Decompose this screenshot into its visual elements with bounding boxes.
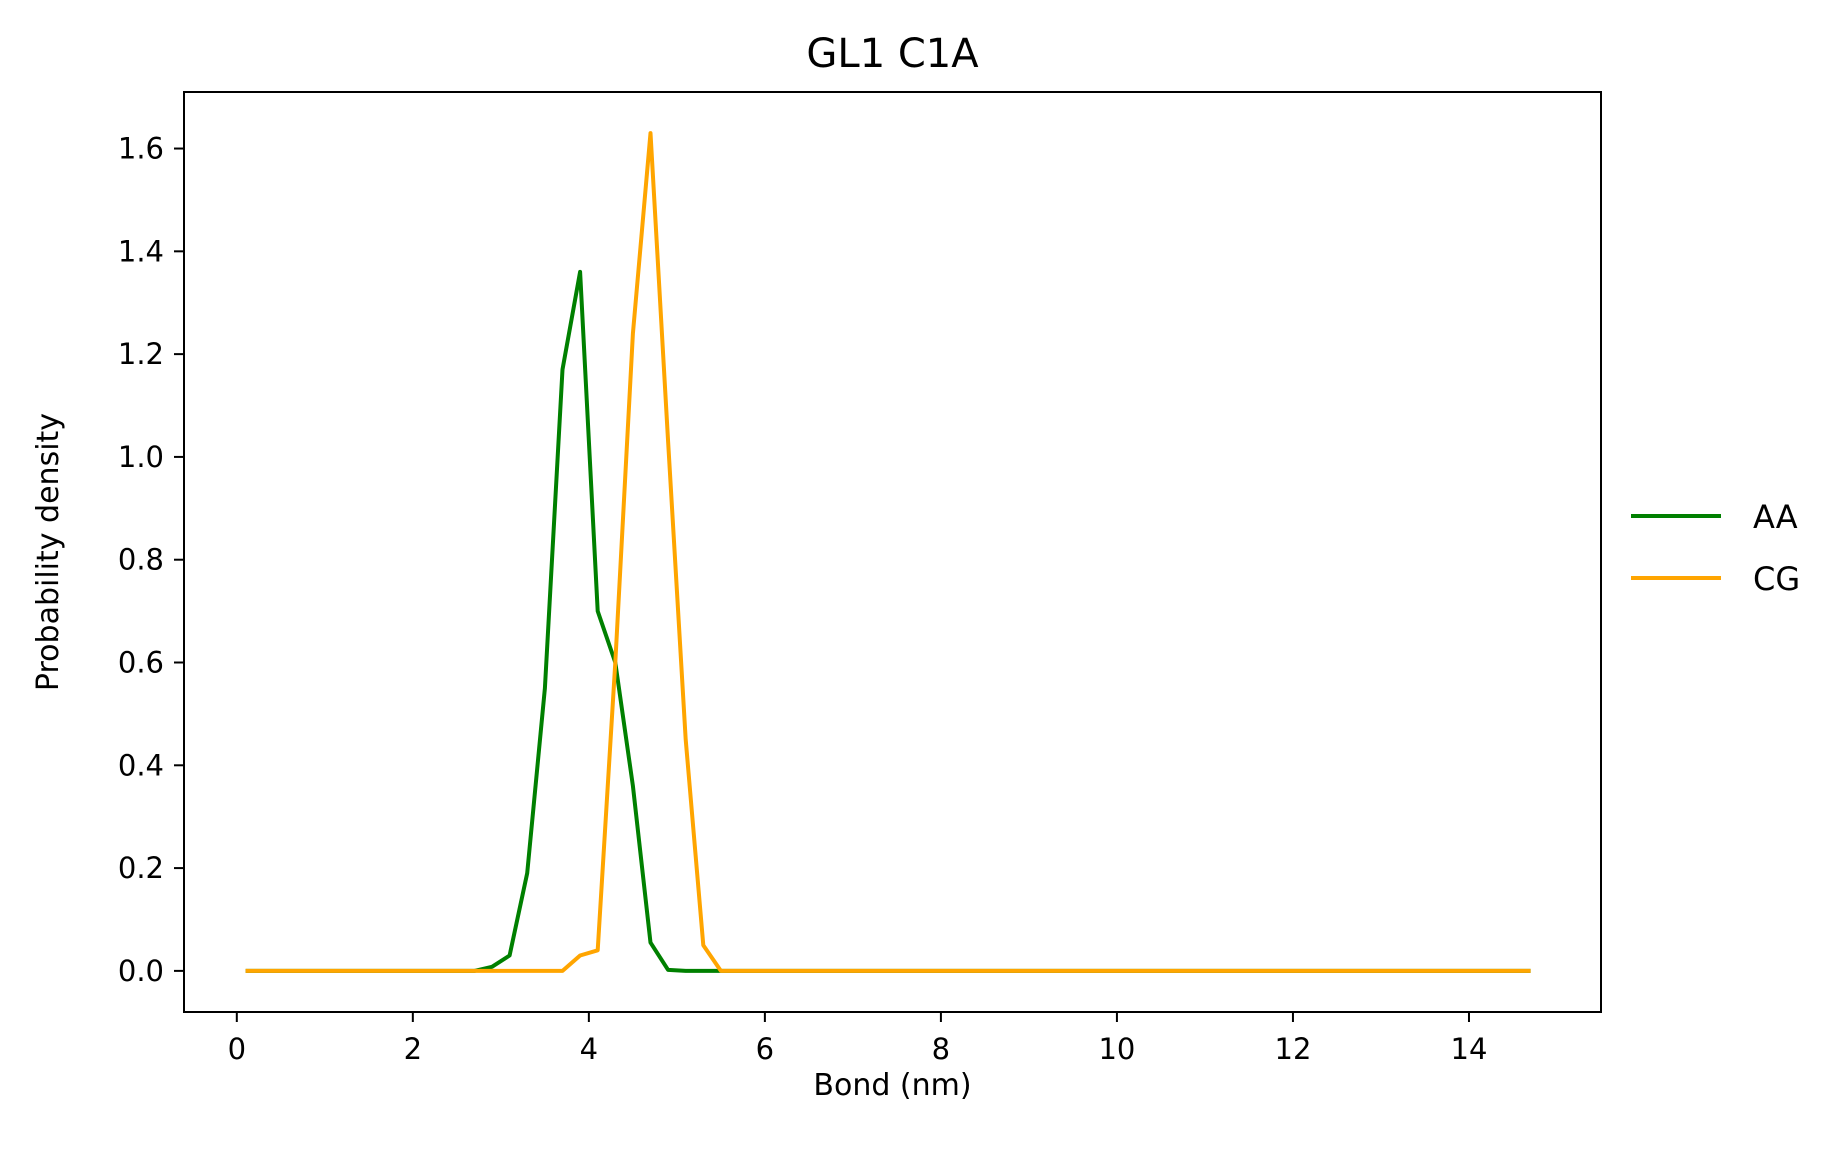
x-tick-label: 0 [228,1032,246,1066]
x-axis-label: Bond (nm) [813,1068,971,1103]
y-tick-label: 0.8 [118,543,164,577]
y-tick-label: 0.6 [118,646,164,680]
series-line-cg [245,131,1531,973]
y-tick-label: 0.4 [118,748,164,782]
x-tick-label: 2 [404,1032,422,1066]
series-layer [245,131,1531,973]
legend-label-cg: CG [1753,560,1800,598]
x-tick-label: 8 [932,1032,950,1066]
chart-title: GL1 C1A [806,31,979,77]
legend: AA CG [1631,498,1800,598]
y-axis-ticks: 0.0 0.2 0.4 0.6 0.8 1.0 1.2 1.4 1.6 [118,132,184,988]
y-tick-label: 0.2 [118,851,164,885]
y-tick-label: 1.0 [118,440,164,474]
y-tick-label: 1.6 [118,132,164,166]
plot-area [183,91,1602,1013]
y-tick-label: 1.4 [118,234,164,268]
plot-frame [183,91,1602,1013]
legend-label-aa: AA [1753,498,1798,536]
x-tick-label: 10 [1098,1032,1135,1066]
x-tick-label: 4 [580,1032,598,1066]
y-axis-label: Probability density [31,413,66,691]
series-line-aa [245,269,1531,973]
x-tick-label: 6 [756,1032,774,1066]
y-tick-label: 1.2 [118,337,164,371]
x-axis-ticks: 0 2 4 6 8 10 12 14 [228,1012,1488,1066]
y-tick-label: 0.0 [118,954,164,988]
x-tick-label: 14 [1451,1032,1488,1066]
x-tick-label: 12 [1275,1032,1312,1066]
